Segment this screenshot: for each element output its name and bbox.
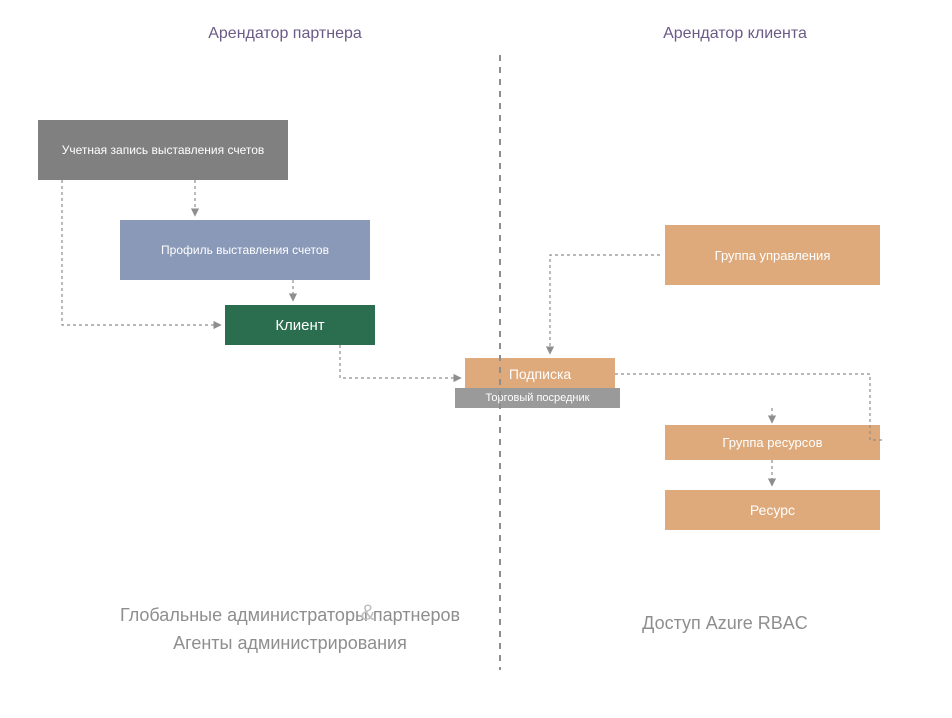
node-resource-group: Группа ресурсов [665, 425, 880, 460]
footer-admin-agents: Агенты администрирования [135, 633, 445, 654]
node-client: Клиент [225, 305, 375, 345]
edge-mgmt-to-sub [550, 255, 660, 353]
footer-global-admins: Глобальные администраторы партнеров [95, 605, 485, 626]
footer-ampersand: & [353, 600, 383, 626]
node-subscription: Подписка [465, 358, 615, 390]
edge-client-to-sub [340, 345, 460, 378]
title-client-tenant: Арендатор клиента [625, 25, 845, 43]
node-billing-account: Учетная запись выставления счетов [38, 120, 288, 180]
title-partner-tenant: Арендатор партнера [175, 25, 395, 43]
node-mgmt-group: Группа управления [665, 225, 880, 285]
footer-azure-rbac: Доступ Azure RBAC [610, 613, 840, 634]
node-reseller: Торговый посредник [455, 388, 620, 408]
node-resource: Ресурс [665, 490, 880, 530]
node-billing-profile: Профиль выставления счетов [120, 220, 370, 280]
